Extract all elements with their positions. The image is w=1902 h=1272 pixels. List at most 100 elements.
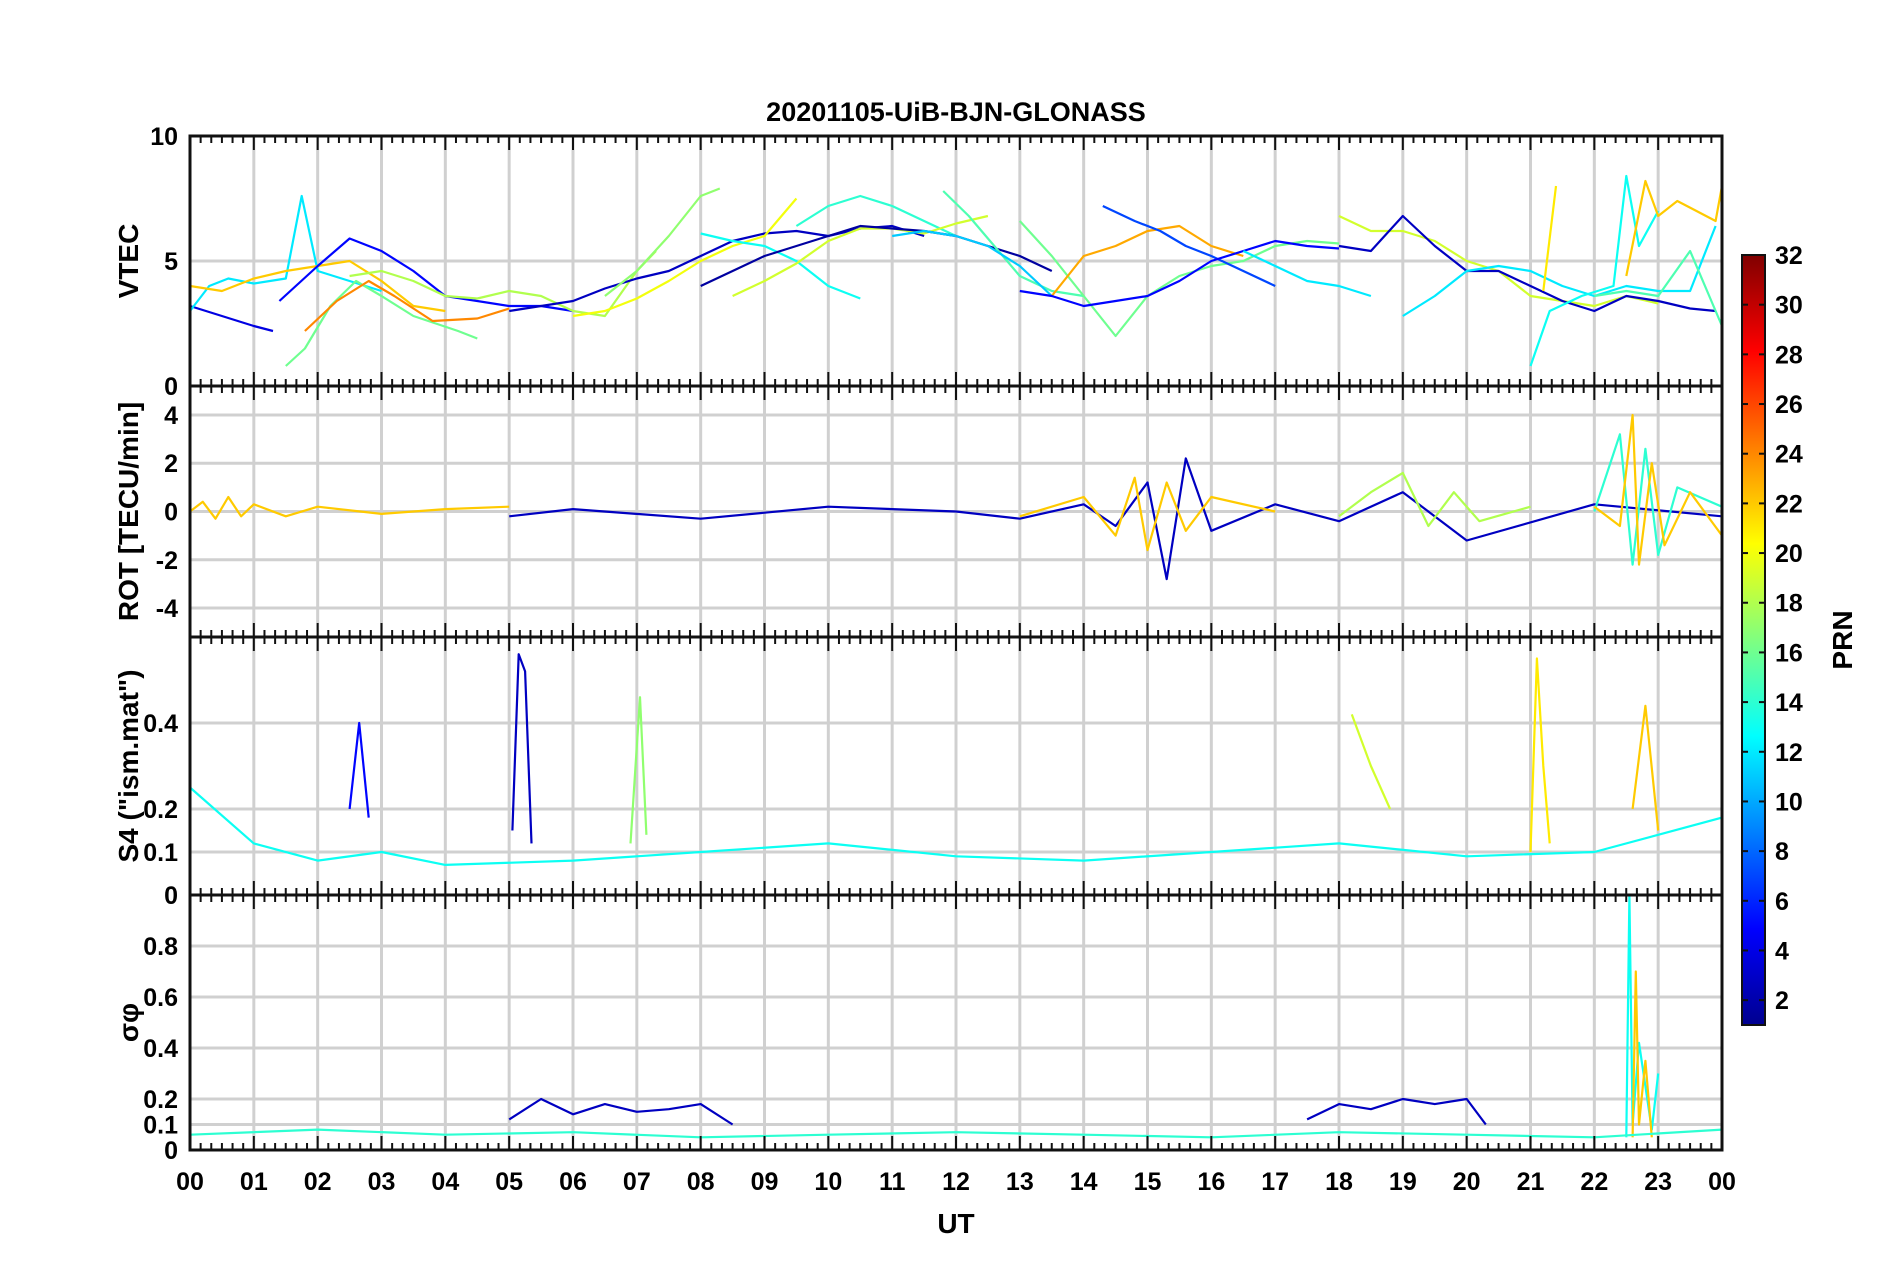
colorbar-gradient xyxy=(1741,254,1766,1026)
series-line-prn-19 xyxy=(732,214,989,297)
x-tick-label: 08 xyxy=(687,1168,715,1196)
series-line-prn-3 xyxy=(509,224,925,313)
series-line-prn-20 xyxy=(572,197,798,318)
series-line-prn-16 xyxy=(1018,220,1340,338)
series-line-prn-3 xyxy=(1306,1097,1487,1126)
y-tick-label: 0.1 xyxy=(143,1112,178,1140)
x-tick-label: 22 xyxy=(1580,1168,1608,1196)
series-line-prn-18 xyxy=(349,250,657,318)
x-tick-label: 15 xyxy=(1134,1168,1162,1196)
series-line-prn-4 xyxy=(190,304,274,333)
series-group xyxy=(190,174,1722,367)
x-tick-labels: 00 01 02 03 04 05 06 07 08 09 10 11 12 13 14 15 16 17 18 19… xyxy=(176,1168,1736,1196)
y-tick-label: 0 xyxy=(164,373,178,401)
series-line-prn-14 xyxy=(795,194,957,237)
x-tick-label: 02 xyxy=(304,1168,332,1196)
series-line-prn-3 xyxy=(509,457,1722,581)
colorbar-tick-label: 26 xyxy=(1775,391,1803,419)
series-line-prn-21 xyxy=(1542,185,1558,292)
series-line-prn-5 xyxy=(348,721,370,818)
y-tick-label: -2 xyxy=(156,547,178,575)
y-tick-label: 0 xyxy=(164,499,178,527)
x-tick-label: 18 xyxy=(1325,1168,1353,1196)
series-line-prn-22 xyxy=(1631,704,1660,831)
panel-sigma_phi: 00.10.2 0.4 0.6 0.8 σφ xyxy=(113,893,1724,1165)
y-tick-label: 5 xyxy=(164,248,178,276)
y-axis-label-vtec: VTEC xyxy=(113,224,144,299)
series-line-prn-21 xyxy=(1529,657,1551,853)
x-tick-label: 00 xyxy=(1708,1168,1736,1196)
x-tick-label: 05 xyxy=(495,1168,523,1196)
panel-s4: 0 0.1 0.2 0.4S4 ("ism.mat") xyxy=(113,635,1724,910)
x-tick-label: 17 xyxy=(1261,1168,1289,1196)
series-line-prn-17 xyxy=(629,696,648,844)
y-axis-label-s4: S4 ("ism.mat") xyxy=(113,669,144,862)
x-tick-label: 21 xyxy=(1517,1168,1545,1196)
series-line-prn-22 xyxy=(190,495,510,520)
x-tick-label: 20 xyxy=(1453,1168,1481,1196)
colorbar-tick-label: 18 xyxy=(1775,590,1803,618)
colorbar-tick-label: 32 xyxy=(1775,242,1803,270)
series-line-prn-22 xyxy=(1631,970,1653,1138)
x-tick-label: 16 xyxy=(1197,1168,1225,1196)
series-line-prn-3 xyxy=(511,653,533,844)
x-tick-label: 13 xyxy=(1006,1168,1034,1196)
series-group xyxy=(190,653,1722,867)
series-line-prn-23 xyxy=(1050,224,1244,297)
series-line-prn-13 xyxy=(700,232,861,300)
series-line-prn-17 xyxy=(604,187,721,297)
x-tick-label: 04 xyxy=(431,1168,459,1196)
colorbar-tick-label: 20 xyxy=(1775,540,1803,568)
colorbar-tick-label: 2 xyxy=(1775,987,1789,1015)
panel-vtec: 0 5 10 VTEC xyxy=(113,123,1724,401)
y-tick-label: 0.4 xyxy=(143,710,178,738)
colorbar-label: PRN xyxy=(1827,610,1858,669)
colorbar-tick-label: 30 xyxy=(1775,292,1803,320)
y-tick-label: 0.2 xyxy=(143,1086,178,1114)
x-tick-label: 06 xyxy=(559,1168,587,1196)
y-tick-label: 0 xyxy=(164,882,178,910)
y-axis-label-rot: ROT [TECU/min] xyxy=(113,402,144,621)
y-tick-label: 10 xyxy=(150,123,178,151)
series-line-prn-14 xyxy=(190,1128,1722,1139)
x-tick-label: 10 xyxy=(814,1168,842,1196)
series-line-prn-12 xyxy=(1242,250,1372,298)
series-line-prn-15 xyxy=(942,190,1084,298)
series-line-prn-24 xyxy=(304,279,510,332)
colorbar-tick-label: 28 xyxy=(1775,341,1803,369)
y-tick-label: 0.8 xyxy=(143,933,178,961)
y-axis-label-sigma_phi: σφ xyxy=(113,1003,144,1042)
series-line-prn-11 xyxy=(892,229,1053,297)
series-line-prn-5 xyxy=(278,237,574,313)
series-line-prn-3 xyxy=(508,1097,734,1126)
x-tick-label: 01 xyxy=(240,1168,268,1196)
series-line-prn-3 xyxy=(1338,214,1716,313)
x-axis-label: UT xyxy=(937,1208,974,1239)
x-tick-label: 00 xyxy=(176,1168,204,1196)
colorbar-tick-label: 4 xyxy=(1775,937,1789,965)
y-tick-label: 0.6 xyxy=(143,984,178,1012)
series-line-prn-5 xyxy=(1019,239,1340,308)
y-tick-label: 0.2 xyxy=(143,796,178,824)
colorbar-tick-label: 8 xyxy=(1775,838,1789,866)
series-line-prn-13 xyxy=(1529,174,1660,367)
y-tick-label: -4 xyxy=(156,595,178,623)
series-line-prn-12 xyxy=(190,194,382,312)
x-tick-label: 03 xyxy=(368,1168,396,1196)
x-tick-label: 14 xyxy=(1070,1168,1098,1196)
series-line-prn-7 xyxy=(1102,205,1276,287)
series-group xyxy=(190,895,1722,1139)
y-tick-label: 0.4 xyxy=(143,1035,178,1063)
series-line-prn-22 xyxy=(1625,179,1722,277)
y-tick-label: 4 xyxy=(164,402,178,430)
series-group xyxy=(190,413,1722,581)
y-tick-label: 0.1 xyxy=(143,839,178,867)
colorbar-tick-label: 16 xyxy=(1775,639,1803,667)
series-line-prn-12 xyxy=(1402,225,1717,317)
x-tick-label: 11 xyxy=(879,1168,906,1196)
series-line-prn-13 xyxy=(190,786,1722,867)
